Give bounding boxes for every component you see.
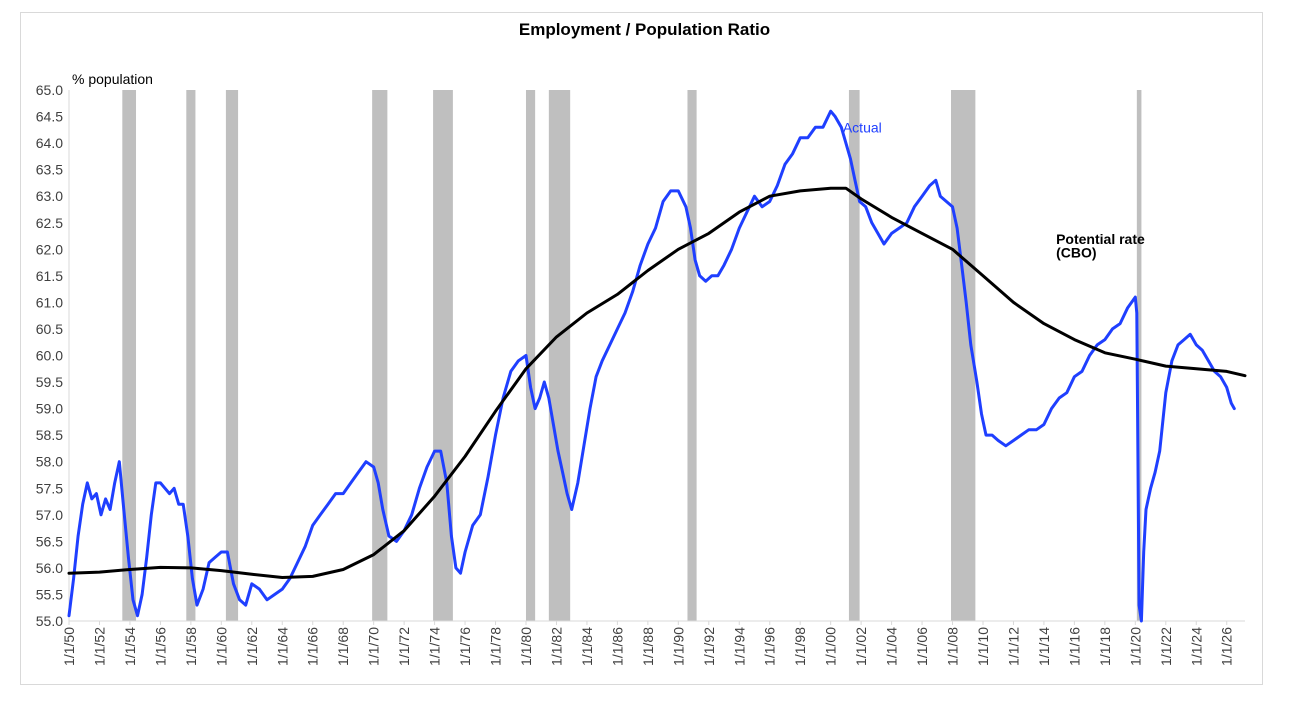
axes: 55.0 55.5 56.0 56.5 57.0 57.5 58.0 58.5 59.0 59.5… — [36, 71, 1245, 666]
y-tick-label: 55.5 — [36, 586, 63, 602]
x-tick-label: 1/1/08 — [945, 627, 961, 666]
x-tick-label: 1/1/22 — [1158, 627, 1174, 666]
y-tick-label: 58.5 — [36, 427, 63, 443]
x-tick-label: 1/1/58 — [183, 627, 199, 666]
recession-band — [687, 90, 697, 621]
recession-bands — [122, 90, 1142, 621]
y-tick-label: 63.5 — [36, 162, 63, 178]
series-line — [67, 186, 1247, 579]
y-tick-label: 62.0 — [36, 241, 63, 257]
recession-band — [1136, 90, 1142, 621]
x-tick-label: 1/1/82 — [548, 627, 564, 666]
x-tick-label: 1/1/12 — [1005, 627, 1021, 666]
x-tick-label: 1/1/26 — [1219, 627, 1235, 666]
y-tick-label: 64.5 — [36, 109, 63, 125]
x-tick-label: 1/1/68 — [335, 627, 351, 666]
y-tick-label: 57.0 — [36, 507, 63, 523]
x-tick-label: 1/1/92 — [701, 627, 717, 666]
y-tick-label: 61.5 — [36, 268, 63, 284]
y-tick-label: 59.5 — [36, 374, 63, 390]
x-tick-label: 1/1/18 — [1097, 627, 1113, 666]
recession-band — [548, 90, 571, 621]
y-tick-label: 59.0 — [36, 401, 63, 417]
y-tick-label: 60.5 — [36, 321, 63, 337]
series-lines — [67, 109, 1247, 623]
x-tick-label: 1/1/98 — [792, 627, 808, 666]
annotations: Actual Potential rate(CBO) — [843, 119, 1145, 260]
x-tick-label: 1/1/24 — [1188, 627, 1204, 666]
x-tick-label: 1/1/78 — [488, 627, 504, 666]
series-line — [67, 109, 1236, 623]
x-tick-label: 1/1/52 — [91, 627, 107, 666]
x-tick-label: 1/1/72 — [396, 627, 412, 666]
x-tick-label: 1/1/74 — [427, 627, 443, 666]
x-tick-label: 1/1/16 — [1066, 627, 1082, 666]
x-tick-label: 1/1/70 — [366, 627, 382, 666]
annotation-label: Potential rate — [1056, 231, 1145, 247]
recession-band — [225, 90, 239, 621]
x-tick-label: 1/1/64 — [274, 627, 290, 666]
x-tick-label: 1/1/96 — [762, 627, 778, 666]
y-tick-label: 58.0 — [36, 454, 63, 470]
annotation-label: Actual — [843, 119, 882, 135]
y-tick-label: 56.5 — [36, 533, 63, 549]
y-tick-label: 55.0 — [36, 613, 63, 629]
chart-title: Employment / Population Ratio — [518, 20, 771, 39]
recession-band — [848, 90, 860, 621]
recession-band — [186, 90, 196, 621]
x-tick-label: 1/1/00 — [823, 627, 839, 666]
x-tick-label: 1/1/06 — [914, 627, 930, 666]
recession-band — [433, 90, 453, 621]
recession-band — [525, 90, 536, 621]
x-tick-label: 1/1/84 — [579, 627, 595, 666]
recession-band — [122, 90, 137, 621]
x-tick-label: 1/1/20 — [1127, 627, 1143, 666]
x-tick-label: 1/1/56 — [152, 627, 168, 666]
y-tick-label: 57.5 — [36, 480, 63, 496]
x-tick-label: 1/1/14 — [1036, 627, 1052, 666]
x-tick-label: 1/1/66 — [305, 627, 321, 666]
x-tick-label: 1/1/94 — [731, 627, 747, 666]
x-tick-label: 1/1/04 — [884, 627, 900, 666]
x-tick-label: 1/1/60 — [213, 627, 229, 666]
x-tick-label: 1/1/76 — [457, 627, 473, 666]
x-tick-label: 1/1/10 — [975, 627, 991, 666]
y-tick-label: 64.0 — [36, 135, 63, 151]
annotation-label: (CBO) — [1056, 244, 1096, 260]
y-tick-label: 65.0 — [36, 82, 63, 98]
x-tick-label: 1/1/02 — [853, 627, 869, 666]
y-tick-label: 56.0 — [36, 560, 63, 576]
y-tick-label: 62.5 — [36, 215, 63, 231]
x-tick-label: 1/1/86 — [609, 627, 625, 666]
x-tick-label: 1/1/50 — [61, 627, 77, 666]
x-tick-label: 1/1/62 — [244, 627, 260, 666]
y-tick-label: 60.0 — [36, 348, 63, 364]
x-tick-label: 1/1/54 — [122, 627, 138, 666]
x-tick-label: 1/1/80 — [518, 627, 534, 666]
y-tick-label: 61.0 — [36, 294, 63, 310]
x-tick-label: 1/1/88 — [640, 627, 656, 666]
recession-band — [372, 90, 388, 621]
x-tick-label: 1/1/90 — [670, 627, 686, 666]
y-tick-label: 63.0 — [36, 188, 63, 204]
y-axis-label: % population — [72, 71, 153, 87]
